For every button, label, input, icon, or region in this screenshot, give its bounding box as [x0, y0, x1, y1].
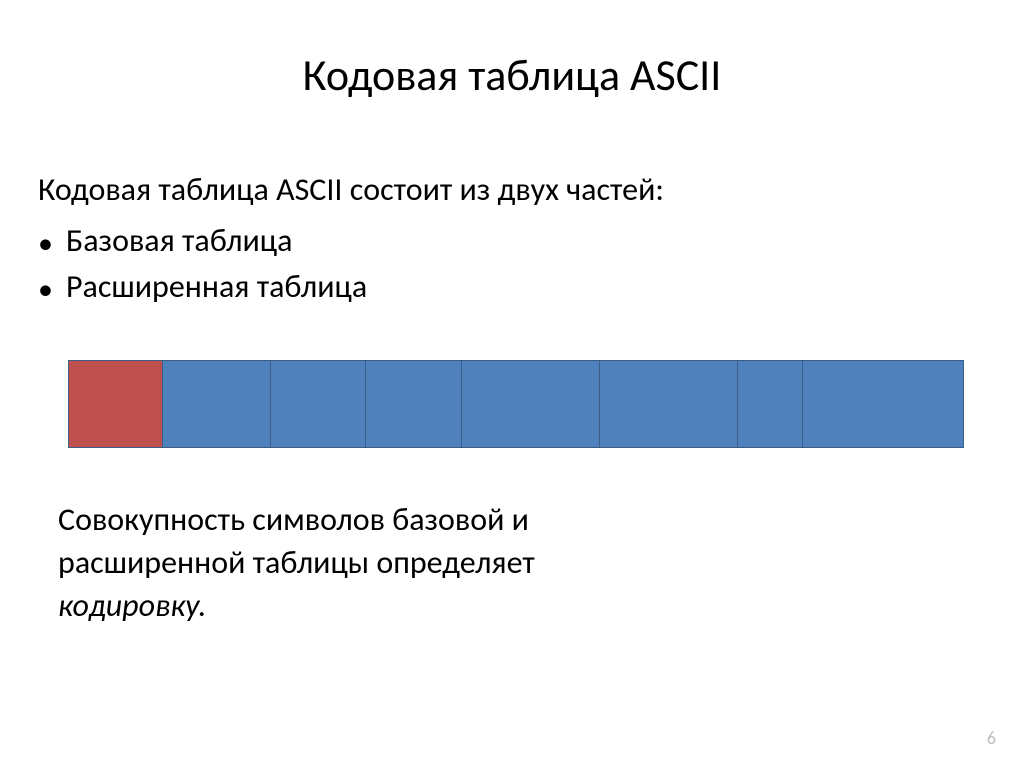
byte-cell: [803, 361, 963, 447]
byte-cell: [738, 361, 804, 447]
footer-line: расширенной таблицы определяет: [58, 543, 535, 582]
byte-cell: [600, 361, 738, 447]
bullet-label: Базовая таблица: [66, 218, 292, 264]
footer-italic-word: кодировку.: [58, 586, 206, 625]
footer-paragraph: Совокупность символов базовой и расширен…: [58, 498, 818, 628]
bullet-item: • Расширенная таблица: [38, 264, 367, 310]
bullet-dot-icon: •: [38, 275, 66, 305]
byte-bar-diagram: [68, 360, 964, 448]
byte-cell: [271, 361, 367, 447]
bullet-label: Расширенная таблица: [66, 264, 367, 310]
page-number: 6: [987, 727, 996, 749]
slide: Кодовая таблица ASCII Кодовая таблица AS…: [0, 0, 1024, 767]
byte-cell: [163, 361, 271, 447]
byte-cell: [69, 361, 163, 447]
slide-title: Кодовая таблица ASCII: [0, 48, 1024, 102]
bullet-list: • Базовая таблица • Расширенная таблица: [38, 218, 367, 311]
byte-cell: [366, 361, 462, 447]
intro-text: Кодовая таблица ASCII состоит из двух ча…: [38, 170, 664, 209]
bullet-item: • Базовая таблица: [38, 218, 367, 264]
bullet-dot-icon: •: [38, 229, 66, 259]
footer-line: Совокупность символов базовой и: [58, 500, 529, 539]
byte-cell: [462, 361, 600, 447]
